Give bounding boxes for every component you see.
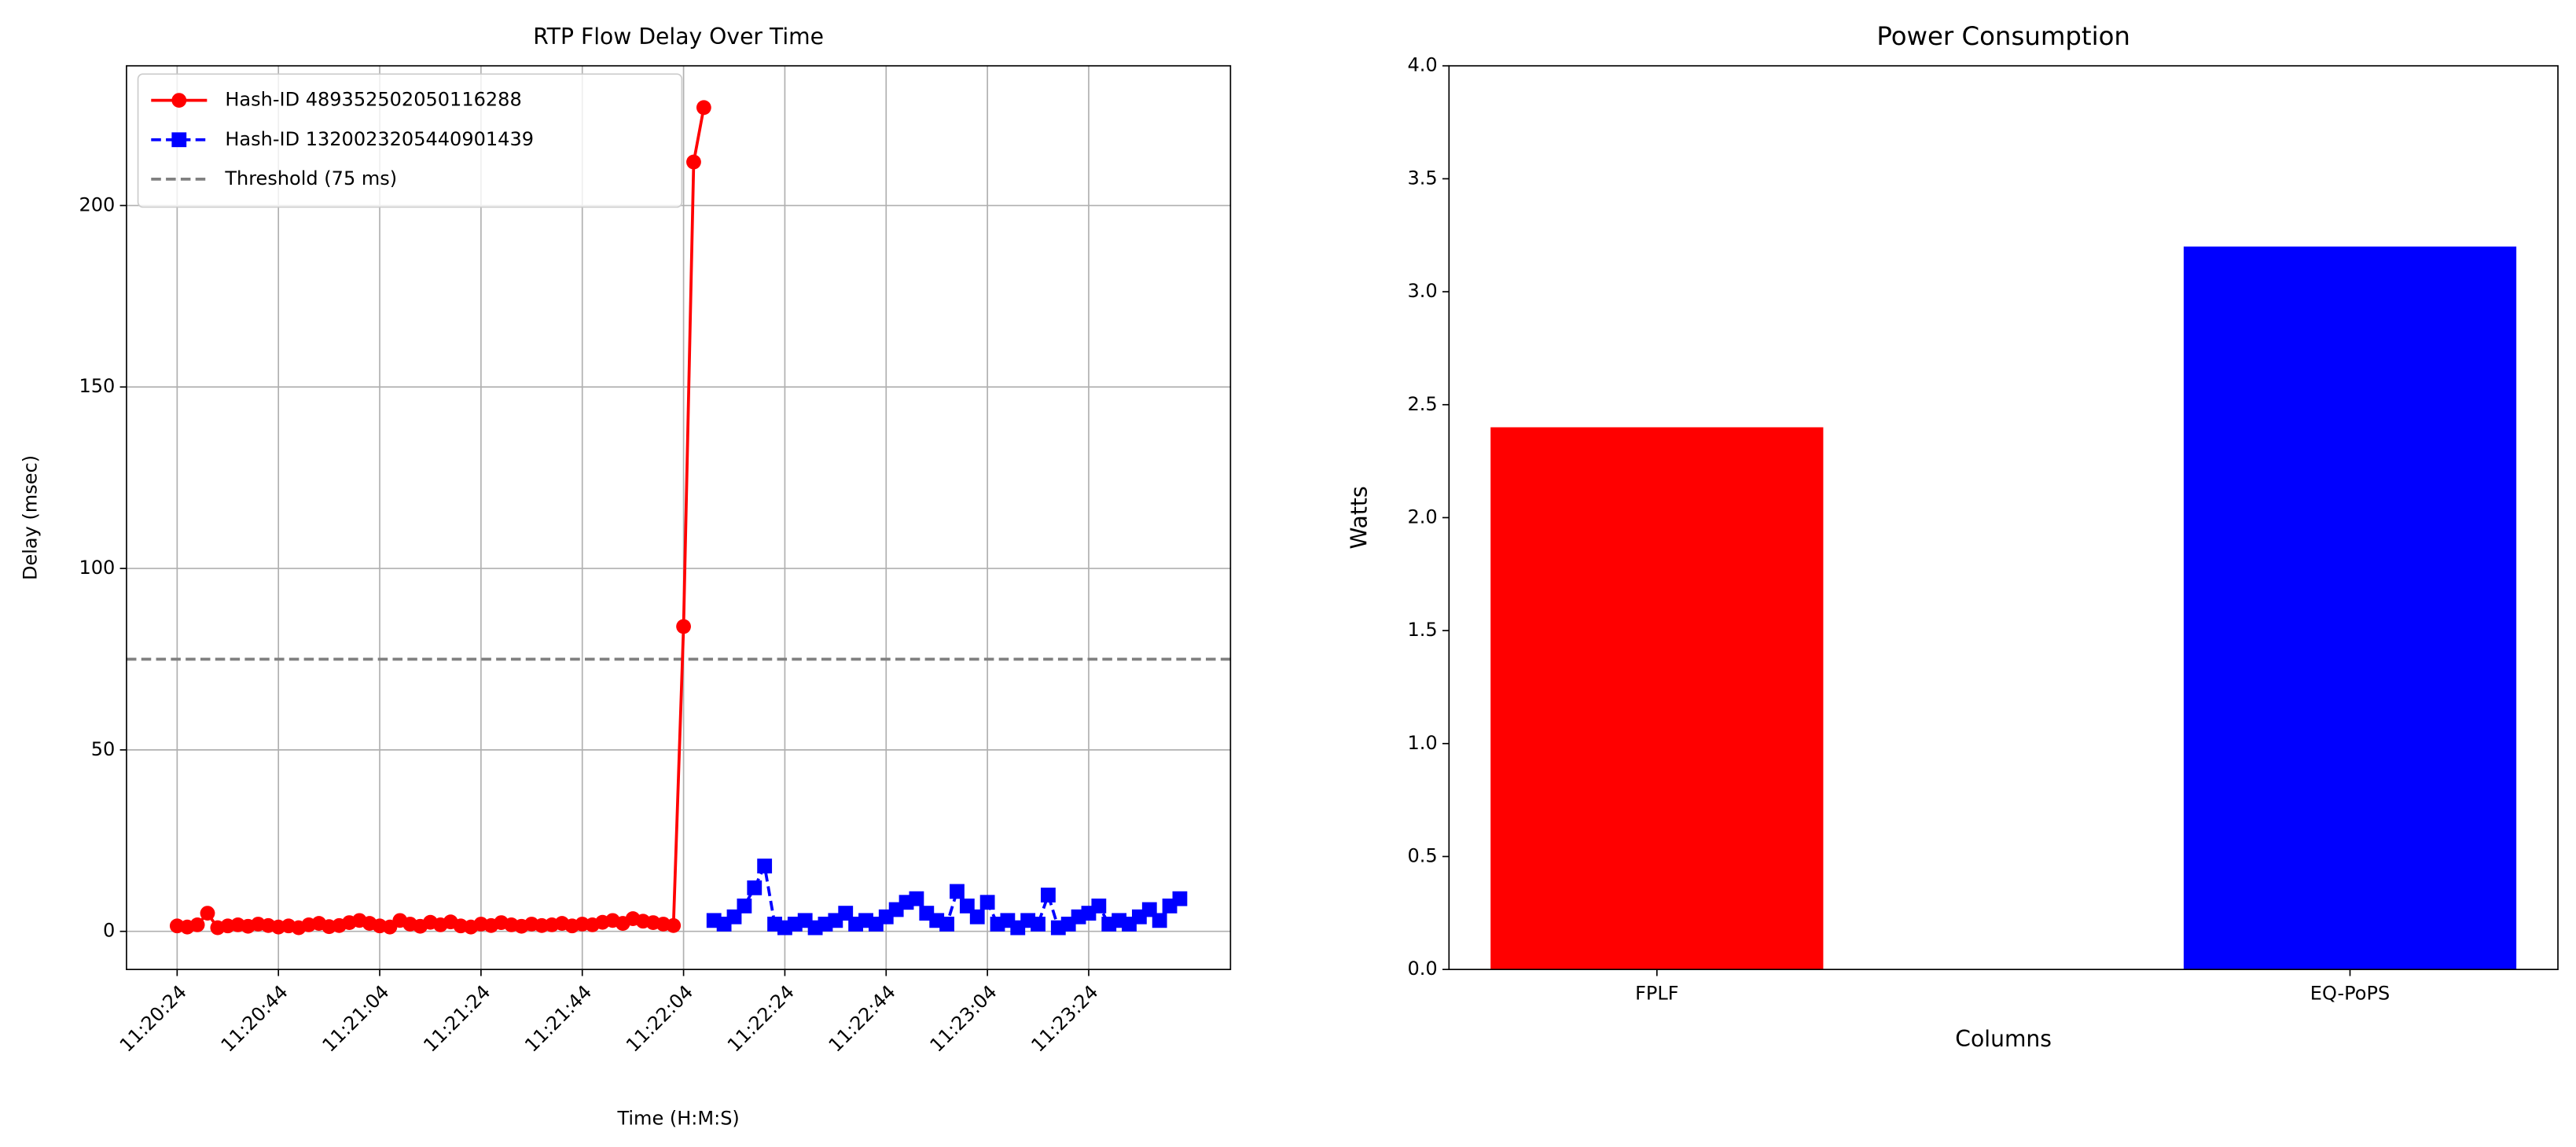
series-line	[177, 107, 706, 930]
y-tick-label: 2.5	[1407, 393, 1437, 415]
y-tick-label: 3.5	[1407, 167, 1437, 189]
bar	[2183, 246, 2517, 970]
x-axis-label: Columns	[1955, 1026, 2052, 1052]
y-tick-label: 0.0	[1407, 958, 1437, 980]
legend: Hash-ID 489352502050116288 Hash-ID 132002…	[137, 73, 683, 208]
marker	[757, 858, 773, 874]
marker	[676, 619, 691, 634]
y-tick-label: 4.0	[1407, 54, 1437, 76]
y-axis-label: Delay (msec)	[20, 455, 42, 580]
y-tick-label: 0.5	[1407, 844, 1437, 866]
chart-title: RTP Flow Delay Over Time	[533, 24, 824, 50]
y-tick-label: 50	[91, 738, 116, 760]
marker	[737, 898, 752, 914]
marker	[1031, 917, 1045, 932]
y-tick-label: 1.5	[1407, 619, 1437, 641]
marker	[909, 891, 924, 906]
y-tick-label: 100	[79, 557, 115, 579]
legend-label: Hash-ID 1320023205440901439	[225, 128, 534, 150]
y-tick-label: 2.0	[1407, 505, 1437, 528]
marker	[171, 93, 187, 108]
x-tick-label: 11:20:24	[116, 981, 191, 1057]
marker	[1172, 891, 1188, 906]
marker	[1152, 913, 1167, 928]
x-tick-label: 11:22:04	[622, 981, 697, 1057]
axes-frame	[126, 64, 1232, 971]
x-tick-label: 11:22:44	[825, 981, 900, 1057]
y-tick-label: 150	[79, 375, 115, 397]
x-tick-label: EQ-PoPS	[2310, 983, 2390, 1005]
y-tick-label: 0	[103, 920, 115, 942]
y-axis-label: Watts	[1346, 486, 1372, 549]
marker	[189, 917, 205, 932]
legend-box	[137, 73, 683, 208]
legend-label: Hash-ID 489352502050116288	[225, 89, 521, 111]
x-tick-label: 11:21:24	[419, 981, 494, 1057]
y-tick-label: 3.0	[1407, 280, 1437, 302]
bar	[1490, 427, 1824, 970]
marker	[666, 917, 682, 933]
x-tick-label: 11:23:24	[1027, 981, 1102, 1057]
marker	[979, 895, 995, 910]
marker	[171, 132, 187, 148]
marker	[200, 906, 215, 921]
x-tick-label: 11:23:04	[926, 981, 1001, 1057]
marker	[696, 100, 711, 116]
x-tick-label: FPLF	[1635, 983, 1678, 1005]
x-tick-label: 11:20:44	[217, 981, 292, 1057]
marker	[950, 884, 965, 899]
marker	[969, 909, 985, 925]
chart-title: Power Consumption	[1876, 21, 2130, 51]
marker	[1041, 888, 1056, 903]
y-tick-label: 200	[79, 193, 115, 215]
marker	[686, 154, 701, 170]
marker	[1091, 898, 1107, 914]
marker	[747, 880, 763, 895]
axes-frame	[1448, 64, 2559, 971]
x-tick-label: 11:22:24	[723, 981, 799, 1057]
marker	[939, 917, 954, 932]
x-tick-label: 11:21:04	[318, 981, 394, 1057]
x-axis-label: Time (H:M:S)	[616, 1107, 739, 1129]
legend-label: Threshold (75 ms)	[224, 167, 397, 189]
x-tick-label: 11:21:44	[520, 981, 596, 1057]
y-tick-label: 1.0	[1407, 732, 1437, 754]
